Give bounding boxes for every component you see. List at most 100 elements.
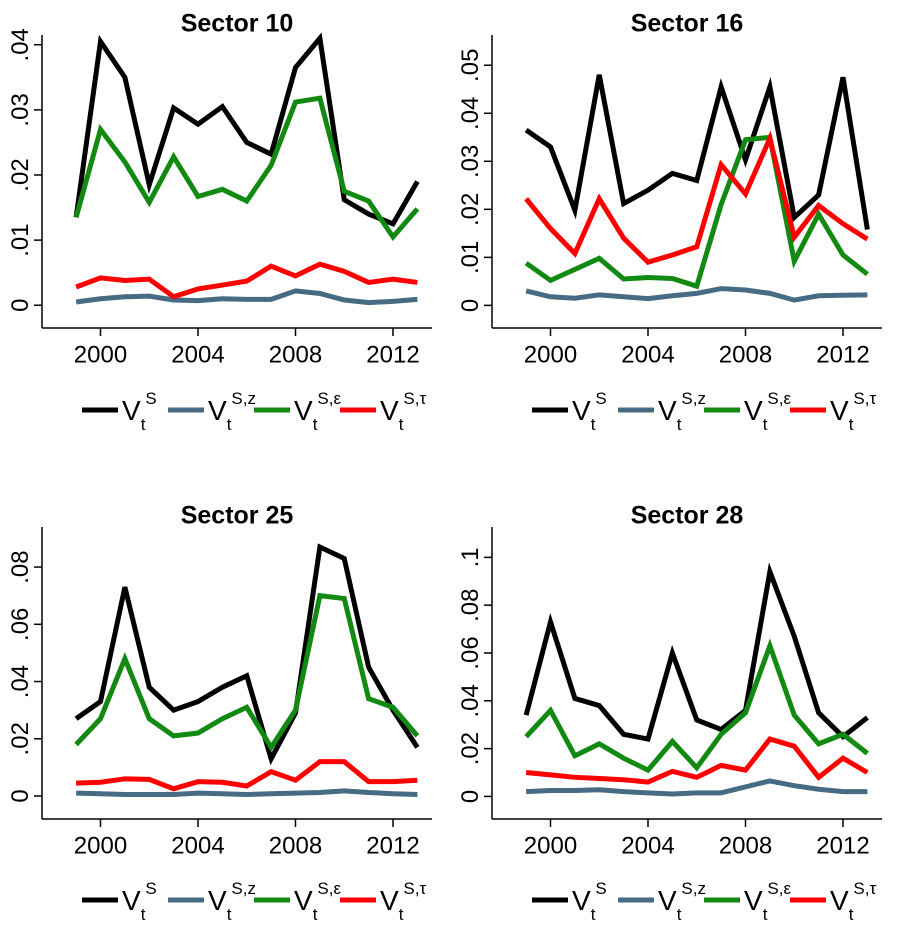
legend-label: Vt S,z: [208, 389, 256, 434]
legend-sub: t: [227, 415, 232, 434]
legend-base: V: [380, 395, 399, 426]
series-line: [73, 32, 420, 227]
legend-label: Vt S,ε: [294, 879, 341, 924]
x-tick-label: 2000: [524, 832, 577, 859]
legend-sub: t: [141, 415, 146, 434]
y-tick-label: .06: [457, 636, 484, 669]
legend-sup: S,z: [681, 389, 706, 408]
y-tick-label: .02: [7, 158, 34, 191]
legend-sub: t: [399, 905, 404, 924]
series-line: [524, 130, 869, 265]
legend-base: V: [744, 885, 763, 916]
legend-sub: t: [591, 905, 596, 924]
x-tick-label: 2008: [719, 341, 772, 368]
legend-label: Vt S,ε: [744, 879, 791, 924]
panel-title: Sector 28: [631, 502, 744, 530]
legend-sub: t: [763, 415, 768, 434]
legend-sub: t: [227, 905, 232, 924]
legend-base: V: [294, 395, 313, 426]
y-tick-label: .06: [7, 608, 34, 641]
series-line: [76, 788, 418, 798]
legend-label: Vt S,z: [658, 389, 706, 434]
y-tick-label: .03: [7, 93, 34, 126]
legend-label: Vt S,τ: [380, 879, 426, 924]
legend-label: Vt S,z: [208, 879, 256, 924]
series-line: [524, 134, 869, 290]
series-line: [524, 74, 870, 230]
legend-base: V: [208, 395, 227, 426]
x-tick-label: 2000: [524, 341, 577, 368]
legend-label: Vt S,τ: [380, 389, 426, 434]
legend-sup: S: [595, 389, 606, 408]
series-line: [525, 736, 869, 785]
legend-sup: S: [595, 879, 606, 898]
legend-base: V: [380, 885, 399, 916]
y-tick-label: 0: [7, 789, 34, 802]
y-tick-label: 0: [457, 790, 484, 803]
legend-label: VtS: [572, 389, 607, 434]
panel-title: Sector 10: [181, 10, 294, 38]
y-tick-label: .03: [457, 145, 484, 178]
legend-base: V: [122, 395, 141, 426]
panel-title: Sector 16: [631, 10, 744, 38]
legend-sup: S,ε: [317, 389, 341, 408]
x-tick-label: 2004: [171, 832, 224, 859]
legend-sup: S,ε: [317, 879, 341, 898]
legend-base: V: [208, 885, 227, 916]
x-tick-label: 2008: [269, 341, 322, 368]
panel-title: Sector 25: [181, 502, 294, 530]
legend-sup: S,z: [681, 879, 706, 898]
legend-base: V: [830, 395, 849, 426]
y-tick-label: .05: [457, 49, 484, 82]
series-line: [75, 288, 418, 306]
series-line: [526, 778, 868, 797]
legend-label: VtS: [122, 389, 157, 434]
y-tick-label: .1: [457, 547, 484, 567]
legend-base: V: [572, 395, 591, 426]
legend-label: Vt S,z: [658, 879, 706, 924]
y-tick-label: .01: [457, 241, 484, 274]
y-tick-label: .08: [457, 588, 484, 621]
legend-label: Vt S,ε: [294, 389, 341, 434]
legend-sub: t: [313, 905, 318, 924]
y-tick-label: .04: [7, 665, 34, 698]
legend-base: V: [658, 395, 677, 426]
legend-sup: S: [145, 879, 156, 898]
series-line: [524, 638, 869, 774]
legend-sub: t: [141, 905, 146, 924]
series-line: [74, 592, 420, 753]
legend-sub: t: [849, 415, 854, 434]
series-line: [74, 543, 420, 766]
legend-base: V: [122, 885, 141, 916]
series-line: [525, 286, 868, 303]
legend-label: VtS: [572, 879, 607, 924]
x-tick-label: 2012: [366, 341, 419, 368]
y-tick-label: .04: [457, 684, 484, 717]
y-tick-label: 0: [7, 299, 34, 312]
x-tick-label: 2000: [74, 341, 127, 368]
x-tick-label: 2008: [269, 832, 322, 859]
panel: Sector 28 0 .02 .04 .06 .08 .1 2000 2004 2008 2012…: [457, 502, 882, 924]
legend-label: Vt S,τ: [830, 389, 876, 434]
y-tick-label: .02: [457, 193, 484, 226]
legend-sup: S,ε: [767, 389, 791, 408]
legend-base: V: [830, 885, 849, 916]
legend-sup: S,τ: [403, 879, 426, 898]
series-line: [523, 562, 869, 742]
panel: Sector 25 0 .02 .04 .06 .08 2000 2004 2008 2012 Vt…: [7, 502, 432, 924]
panel: Sector 10 0 .01 .02 .03 .04 2000 2004 2008 2012 Vt…: [7, 10, 432, 434]
legend-label: Vt S,τ: [830, 879, 876, 924]
y-tick-label: .02: [457, 732, 484, 765]
x-tick-label: 2000: [74, 832, 127, 859]
y-tick-label: .02: [7, 722, 34, 755]
legend-base: V: [658, 885, 677, 916]
x-tick-label: 2004: [621, 832, 674, 859]
x-tick-label: 2012: [816, 832, 869, 859]
x-tick-label: 2004: [171, 341, 224, 368]
legend-sub: t: [399, 415, 404, 434]
y-tick-label: .04: [457, 97, 484, 130]
legend-base: V: [294, 885, 313, 916]
legend-sup: S,z: [231, 389, 256, 408]
legend-sub: t: [591, 415, 596, 434]
